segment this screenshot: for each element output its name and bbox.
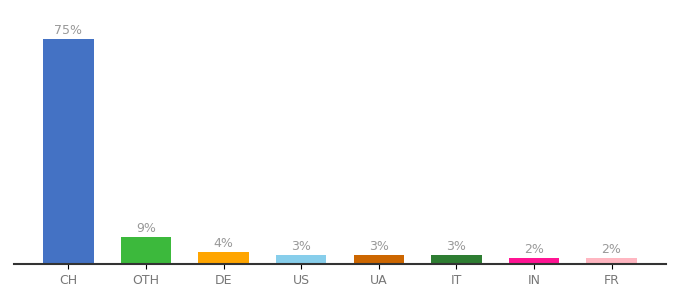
Text: 3%: 3%	[369, 240, 389, 253]
Text: 2%: 2%	[602, 243, 622, 256]
Bar	[121, 237, 171, 264]
Bar	[509, 258, 559, 264]
Bar	[354, 255, 404, 264]
Bar	[431, 255, 481, 264]
Bar	[199, 252, 249, 264]
Text: 3%: 3%	[291, 240, 311, 253]
Bar	[44, 39, 94, 264]
Text: 75%: 75%	[54, 24, 82, 37]
Bar	[276, 255, 326, 264]
Text: 9%: 9%	[136, 222, 156, 235]
Text: 3%: 3%	[447, 240, 466, 253]
Text: 2%: 2%	[524, 243, 544, 256]
Text: 4%: 4%	[214, 237, 233, 250]
Bar	[586, 258, 636, 264]
